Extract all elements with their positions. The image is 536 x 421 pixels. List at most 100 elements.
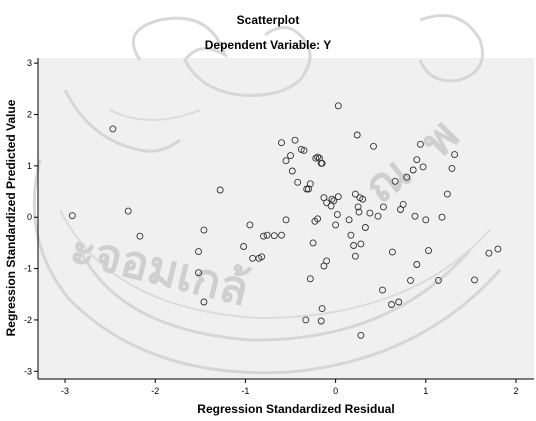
scatter-point	[200, 226, 208, 234]
scatter-point	[366, 209, 374, 217]
y-tick-label: -2	[24, 315, 32, 325]
scatter-point	[388, 248, 396, 256]
scatter-point	[332, 221, 340, 229]
y-tick-label: -1	[24, 264, 32, 274]
scatter-point	[282, 216, 290, 224]
scatter-point	[291, 136, 299, 144]
y-axis-label: Regression Standardized Predicted Value	[4, 99, 18, 336]
scatter-point	[361, 224, 369, 231]
scatter-point	[347, 231, 355, 239]
scatter-point	[270, 232, 278, 240]
scatter-point	[302, 316, 310, 324]
scatter-point	[300, 146, 308, 154]
scatter-point	[434, 276, 442, 284]
scatter-point	[312, 154, 320, 162]
scatter-point	[403, 173, 411, 181]
scatter-point	[391, 177, 399, 185]
scatter-point	[303, 185, 311, 193]
x-tick-label: -2	[151, 386, 159, 396]
scatter-point	[413, 261, 421, 268]
scatter-point	[258, 253, 266, 261]
scatter-point	[330, 197, 338, 205]
x-tick-label: -3	[61, 386, 69, 396]
scatter-point	[317, 317, 325, 325]
scatter-point	[240, 243, 248, 250]
scatter-point	[374, 212, 382, 220]
scatter-point	[288, 167, 296, 175]
scatter-point	[287, 152, 294, 160]
scatter-point	[357, 331, 365, 339]
scatter-point	[370, 142, 377, 150]
scatter-point	[407, 276, 414, 284]
chart-title: Scatterplot	[237, 13, 300, 27]
scatter-point	[351, 190, 359, 198]
scatter-point	[282, 157, 290, 165]
scatter-point	[355, 208, 363, 216]
scatter-point	[318, 159, 326, 167]
scatter-point	[260, 232, 267, 240]
scatter-point	[249, 254, 257, 262]
scatter-point	[318, 305, 326, 313]
scatter-point	[494, 245, 502, 253]
chart-subtitle: Dependent Variable: Y	[205, 38, 332, 52]
scatter-point	[333, 211, 341, 219]
scatter-point	[278, 231, 285, 239]
scatter-point	[399, 200, 407, 208]
scatter-point	[359, 195, 367, 203]
scatter-point	[350, 242, 358, 249]
scatter-point	[320, 262, 328, 270]
scatter-point	[334, 102, 342, 110]
scatter-point	[354, 203, 362, 211]
scatter-point	[416, 140, 424, 148]
scatter-point	[485, 249, 493, 257]
scatter-point	[388, 301, 395, 308]
scatter-points	[68, 102, 502, 339]
x-tick-label: -1	[241, 386, 249, 396]
scatter-point	[334, 193, 342, 201]
scatter-point	[314, 215, 322, 223]
scatter-point	[314, 153, 322, 161]
scatter-point	[195, 248, 202, 256]
scatter-point	[278, 139, 285, 147]
scatter-point	[136, 232, 144, 240]
plot-area	[38, 58, 534, 379]
scatter-point	[413, 156, 421, 164]
scatter-point	[448, 164, 456, 172]
scatter-point	[379, 203, 387, 211]
y-tick-label: 2	[27, 109, 32, 119]
scatter-point	[109, 125, 117, 133]
scatter-point	[451, 151, 459, 159]
scatter-point	[353, 131, 361, 139]
scatter-point	[309, 239, 317, 247]
scatter-point	[471, 276, 478, 284]
scatter-point	[246, 221, 254, 229]
x-tick-label: 2	[513, 386, 518, 396]
scatter-point	[263, 231, 271, 239]
scatter-point	[409, 166, 417, 174]
x-tick-label: 1	[423, 386, 428, 396]
y-tick-label: -3	[24, 366, 32, 376]
x-axis-label: Regression Standardized Residual	[197, 402, 394, 416]
y-tick-label: 0	[27, 212, 32, 222]
scatter-point	[124, 207, 132, 215]
y-axis-ticks: -3 -2 -1 0 1 2 3	[24, 58, 38, 376]
scatter-point	[419, 163, 427, 171]
scatter-point	[443, 190, 451, 198]
scatter-point	[351, 252, 359, 260]
x-axis-ticks: -3 -2 -1 0 1 2	[61, 379, 518, 396]
scatter-point	[379, 286, 386, 294]
scatter-point	[357, 240, 365, 248]
scatter-point	[68, 212, 76, 220]
scatter-point	[306, 180, 314, 188]
scatter-point	[306, 275, 314, 283]
scatter-point	[438, 213, 446, 221]
y-tick-label: 3	[27, 58, 32, 68]
scatter-point	[425, 247, 432, 255]
scatter-point	[200, 298, 208, 306]
scatter-point	[195, 269, 202, 277]
scatter-point	[216, 186, 224, 194]
scatter-point	[328, 195, 336, 203]
x-tick-label: 0	[333, 386, 338, 396]
scatter-point	[294, 178, 302, 186]
